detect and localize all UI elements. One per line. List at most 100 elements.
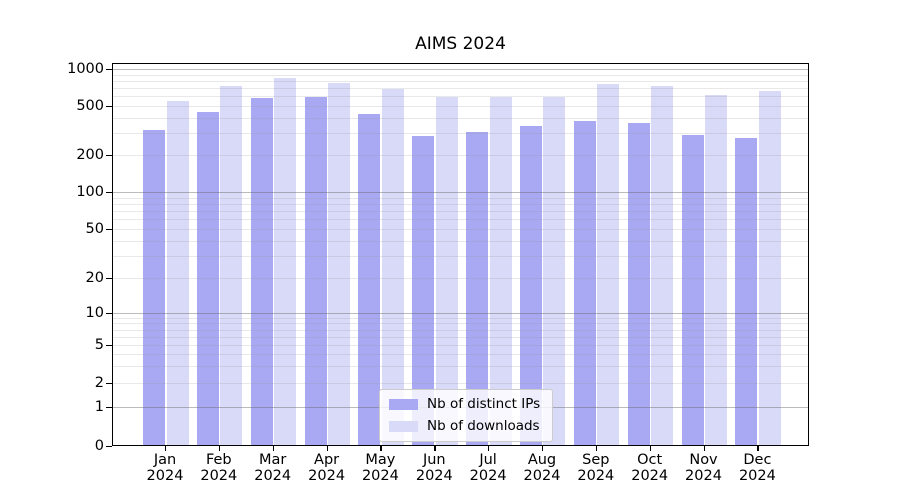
legend-swatch-downloads: [389, 421, 418, 432]
y-tick-label-20: 20: [85, 269, 104, 286]
y-tick-label-0: 0: [94, 437, 104, 454]
bar-downloads-nov: [705, 94, 727, 446]
y-tick-label-100: 100: [76, 183, 104, 200]
y-tick-label-1: 1: [94, 398, 104, 415]
x-tick-month: Sep: [582, 452, 610, 468]
x-tick-label-jul: Jul 2024: [456, 452, 520, 484]
bar-ips-oct: [627, 123, 650, 446]
x-tick-mark-oct: [649, 446, 651, 451]
bar-ips-mar: [250, 98, 273, 446]
bars-layer: [112, 63, 809, 446]
y-tick-mark-200: [106, 155, 112, 157]
y-tick-mark-1000: [106, 69, 112, 71]
bar-downloads-may: [381, 88, 404, 446]
y-tick-mark-20: [106, 278, 112, 280]
bar-downloads-aug: [543, 97, 566, 446]
x-tick-label-feb: Feb 2024: [187, 452, 251, 484]
bar-ips-nov: [681, 135, 704, 446]
x-tick-month: Feb: [205, 452, 232, 468]
x-tick-mark-mar: [272, 446, 274, 451]
x-tick-mark-jul: [488, 446, 490, 451]
bar-ips-jun: [412, 136, 435, 446]
x-tick-month: Jun: [422, 452, 446, 468]
y-tick-mark-10: [106, 313, 112, 315]
x-tick-label-nov: Nov 2024: [672, 452, 736, 484]
bar-downloads-apr: [328, 82, 351, 446]
bar-ips-jul: [466, 131, 489, 446]
x-tick-mark-jan: [165, 446, 167, 451]
legend-swatch-ips: [389, 399, 418, 410]
x-tick-mark-nov: [703, 446, 705, 451]
x-tick-mark-apr: [326, 446, 328, 451]
y-tick-label-1000: 1000: [67, 60, 104, 77]
plot-area: Nb of distinct IPs Nb of downloads: [112, 63, 809, 446]
x-tick-label-sep: Sep 2024: [564, 452, 628, 484]
bar-ips-jan: [143, 129, 165, 446]
legend-item-downloads: Nb of downloads: [389, 419, 540, 434]
x-tick-month: Mar: [259, 452, 287, 468]
y-tick-mark-1: [106, 407, 112, 409]
bar-ips-aug: [519, 126, 542, 446]
bar-downloads-sep: [597, 83, 620, 446]
y-tick-label-10: 10: [85, 304, 104, 321]
legend: Nb of distinct IPs Nb of downloads: [379, 389, 554, 442]
bar-downloads-mar: [274, 77, 297, 446]
x-tick-label-aug: Aug 2024: [510, 452, 574, 484]
bar-ips-dec: [735, 138, 758, 446]
x-tick-label-may: May 2024: [348, 452, 412, 484]
bar-downloads-jul: [489, 97, 512, 446]
x-tick-mark-sep: [595, 446, 598, 451]
y-tick-label-5: 5: [94, 336, 104, 353]
legend-label-downloads: Nb of downloads: [427, 418, 540, 434]
legend-item-distinct-ips: Nb of distinct IPs: [389, 397, 540, 412]
x-tick-month: Dec: [743, 452, 772, 468]
bar-downloads-dec: [758, 90, 781, 446]
y-tick-label-200: 200: [76, 146, 104, 163]
bar-downloads-oct: [651, 86, 674, 446]
x-tick-month: May: [365, 452, 396, 468]
x-tick-month: Aug: [527, 452, 557, 468]
y-tick-mark-5: [106, 345, 112, 347]
bar-downloads-jan: [166, 101, 189, 446]
x-tick-year: 2024: [200, 468, 238, 484]
x-tick-month: Nov: [689, 452, 718, 468]
x-tick-year: 2024: [469, 468, 507, 484]
legend-label-ips: Nb of distinct IPs: [427, 396, 541, 412]
y-tick-mark-50: [106, 229, 112, 231]
x-tick-month: Apr: [314, 452, 340, 468]
x-tick-year: 2024: [415, 468, 453, 484]
y-tick-mark-500: [106, 106, 112, 108]
x-tick-year: 2024: [361, 468, 399, 484]
x-tick-year: 2024: [685, 468, 722, 484]
bar-downloads-jun: [435, 97, 458, 446]
x-tick-mark-feb: [218, 446, 221, 451]
x-tick-label-oct: Oct 2024: [618, 452, 682, 484]
bar-ips-may: [358, 114, 381, 446]
x-tick-year: 2024: [254, 468, 292, 484]
x-tick-label-dec: Dec 2024: [725, 452, 789, 484]
x-tick-year: 2024: [308, 468, 346, 484]
x-tick-year: 2024: [577, 468, 615, 484]
y-tick-mark-100: [106, 192, 112, 194]
y-tick-label-2: 2: [94, 374, 104, 391]
y-tick-mark-0: [106, 446, 112, 448]
x-tick-mark-dec: [757, 446, 759, 451]
x-tick-year: 2024: [631, 468, 669, 484]
bar-ips-apr: [304, 96, 327, 446]
x-tick-mark-aug: [542, 446, 544, 451]
chart-title: AIMS 2024: [415, 34, 506, 54]
x-tick-label-jun: Jun 2024: [402, 452, 466, 484]
x-tick-month: Jul: [479, 452, 497, 468]
bar-ips-feb: [196, 111, 219, 446]
y-tick-label-500: 500: [76, 97, 104, 114]
x-tick-mark-may: [380, 446, 382, 451]
x-tick-month: Oct: [637, 452, 663, 468]
y-tick-label-50: 50: [85, 220, 104, 237]
x-tick-label-mar: Mar 2024: [241, 452, 305, 484]
bar-ips-sep: [573, 121, 596, 446]
x-tick-month: Jan: [153, 452, 177, 468]
x-tick-year: 2024: [738, 468, 776, 484]
y-tick-mark-2: [106, 383, 112, 385]
x-tick-year: 2024: [523, 468, 561, 484]
